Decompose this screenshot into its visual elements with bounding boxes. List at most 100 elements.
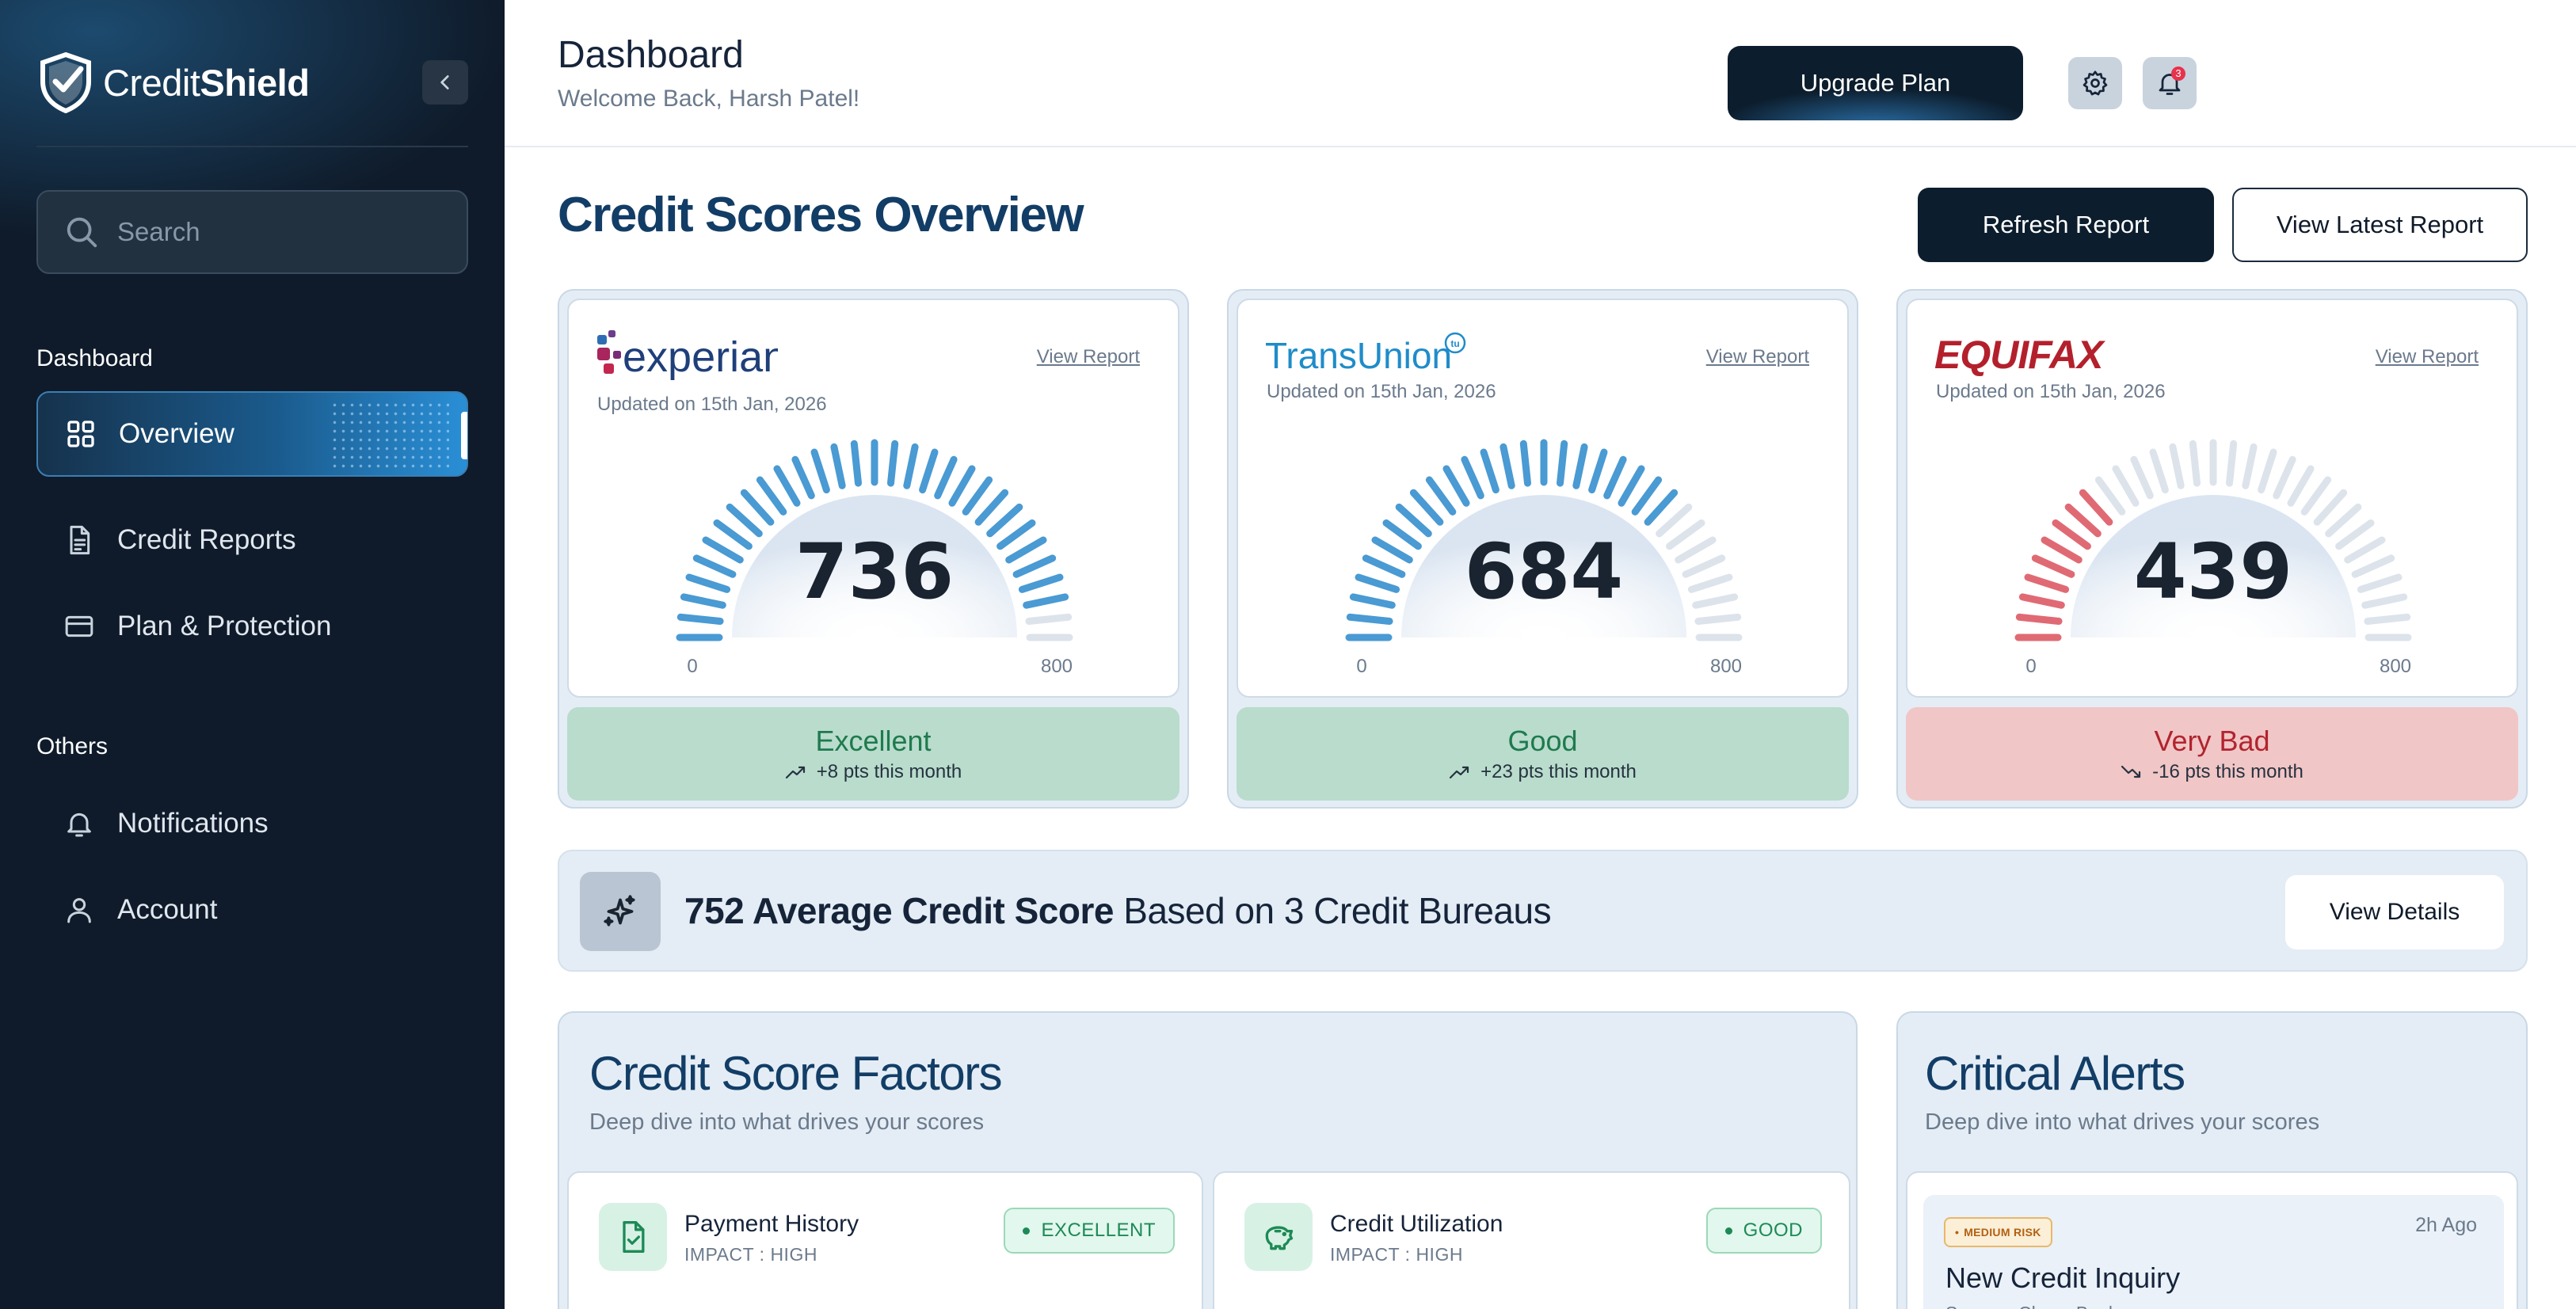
gauge-tick-filled xyxy=(2031,554,2075,578)
factor-status-badge: EXCELLENT xyxy=(1004,1208,1175,1254)
gauge-tick-filled xyxy=(1409,489,1444,526)
factors-subtitle: Deep dive into what drives your scores xyxy=(589,1109,985,1135)
gauge-tick-filled xyxy=(948,465,976,507)
gauge-tick-filled xyxy=(1644,489,1679,526)
gauge-tick-empty xyxy=(1675,536,1717,564)
gauge-tick-filled xyxy=(2018,593,2065,609)
gauge-tick-empty xyxy=(2313,489,2348,526)
refresh-report-button[interactable]: Refresh Report xyxy=(1918,188,2214,262)
gauge-tick-filled xyxy=(2079,489,2113,526)
svg-text:EQUIFAX: EQUIFAX xyxy=(1934,333,2105,377)
view-report-link[interactable]: View Report xyxy=(1705,346,1809,367)
gauge-tick-empty xyxy=(1656,503,1693,538)
sidebar-item-credit-reports[interactable]: Credit Reports xyxy=(36,497,468,583)
gauge-tick-empty xyxy=(1694,613,1742,625)
view-latest-report-button[interactable]: View Latest Report xyxy=(2232,188,2528,262)
transunion-logo: TransUnion tu xyxy=(1265,332,1466,376)
shield-logo-icon xyxy=(40,51,91,113)
gauge-tick-filled xyxy=(1023,593,1069,609)
gauge-tick-filled xyxy=(740,489,775,526)
gauge-tick-empty xyxy=(2364,613,2411,625)
factor-card-payment-history[interactable]: Payment History IMPACT : HIGH EXCELLENT xyxy=(567,1171,1203,1309)
bureau-score-panel: experian View Report Updated on 15th Jan… xyxy=(567,299,1179,698)
gauge-tick-filled xyxy=(2024,573,2070,593)
gauge-tick-filled xyxy=(726,503,763,538)
bureau-card-equifax: EQUIFAX View Report Updated on 15th Jan,… xyxy=(1896,289,2528,809)
experian-logo: experian xyxy=(597,330,778,381)
alert-item[interactable]: •MEDIUM RISK 2h Ago New Credit Inquiry S… xyxy=(1923,1195,2504,1309)
brand-logo[interactable]: CreditShield xyxy=(36,51,310,114)
gauge-tick-filled xyxy=(1588,448,1608,494)
score-value: 736 xyxy=(795,527,954,616)
gauge-tick-empty xyxy=(2344,536,2386,564)
score-change: -16 pts this month xyxy=(2121,761,2304,783)
gauge-min-label: 0 xyxy=(1356,656,1366,677)
score-change-text: +8 pts this month xyxy=(816,761,962,782)
gauge-tick-filled xyxy=(986,503,1023,538)
settings-button[interactable] xyxy=(2068,57,2122,109)
gauge-tick-filled xyxy=(1362,554,1406,578)
gauge-glow xyxy=(732,495,1017,637)
upgrade-plan-button[interactable]: Upgrade Plan xyxy=(1728,46,2023,120)
search-input[interactable]: Search xyxy=(36,190,468,274)
gauge-tick-filled xyxy=(680,593,726,609)
bureau-card-transunion: TransUnion tu View Report Updated on 15t… xyxy=(1227,289,1858,809)
gauge-tick-filled xyxy=(1603,455,1627,500)
gauge-tick-empty xyxy=(2258,448,2277,494)
sidebar-section-others: Others xyxy=(36,733,109,759)
gauge-tick-filled xyxy=(1557,440,1568,487)
gauge-max-label: 800 xyxy=(1041,656,1073,677)
gauge-tick-filled xyxy=(1346,613,1393,625)
gauge-tick-empty xyxy=(1687,573,1733,593)
credit-score-factors-panel: Credit Score Factors Deep dive into what… xyxy=(558,1011,1858,1309)
gauge-tick-empty xyxy=(2094,476,2126,516)
gauge-tick-filled xyxy=(1382,519,1422,550)
gauge-tick-empty xyxy=(2361,593,2408,609)
gauge-tick-filled xyxy=(2015,613,2063,625)
score-value: 439 xyxy=(2134,527,2292,616)
alerts-subtitle: Deep dive into what drives your scores xyxy=(1925,1109,2320,1135)
gauge-glow xyxy=(1401,495,1686,637)
gauge-tick-empty xyxy=(2273,455,2296,500)
gauge-tick-filled xyxy=(1461,455,1484,500)
trend-up-icon xyxy=(1450,766,1469,779)
view-report-link[interactable]: View Report xyxy=(1036,346,1140,367)
search-placeholder: Search xyxy=(117,217,200,246)
sidebar-item-plan-protection[interactable]: Plan & Protection xyxy=(36,584,468,669)
score-status-box: Very Bad -16 pts this month xyxy=(1906,707,2518,801)
gauge-tick-empty xyxy=(2149,448,2169,494)
sidebar-item-account[interactable]: Account xyxy=(36,867,468,953)
score-status-box: Good +23 pts this month xyxy=(1237,707,1849,801)
gauge-tick-empty xyxy=(2300,476,2332,516)
average-score-bar: 752 Average Credit Score Based on 3 Cred… xyxy=(558,850,2528,972)
view-details-button[interactable]: View Details xyxy=(2285,875,2504,949)
factors-title: Credit Score Factors xyxy=(589,1047,1003,1100)
bell-icon xyxy=(67,812,91,837)
gauge-glow xyxy=(2071,495,2356,637)
critical-alerts-panel: Critical Alerts Deep dive into what driv… xyxy=(1896,1011,2528,1309)
factor-card-credit-utilization[interactable]: Credit Utilization IMPACT : HIGH GOOD xyxy=(1213,1171,1850,1309)
view-report-link[interactable]: View Report xyxy=(2375,346,2479,367)
score-change-text: -16 pts this month xyxy=(2152,761,2304,782)
notifications-button[interactable]: 3 xyxy=(2143,57,2197,109)
gauge-tick-filled xyxy=(1499,443,1515,489)
score-change: +8 pts this month xyxy=(785,761,962,783)
gauge-tick-filled xyxy=(1425,476,1457,516)
piggy-bank-icon xyxy=(1265,1226,1294,1250)
gauge-tick-filled xyxy=(850,440,862,487)
gauge-tick-filled xyxy=(996,519,1036,550)
sidebar: CreditShield Search Dashboard Overview C… xyxy=(0,0,505,1309)
gauge-tick-empty xyxy=(2351,554,2395,578)
document-icon xyxy=(70,525,90,555)
collapse-sidebar-button[interactable] xyxy=(422,60,468,105)
sidebar-item-label: Account xyxy=(117,894,218,925)
gauge-tick-filled xyxy=(1371,536,1413,564)
sidebar-item-overview[interactable]: Overview xyxy=(36,391,468,477)
score-gauge: 736 0 800 xyxy=(676,439,1073,677)
factor-name: Payment History xyxy=(684,1211,859,1237)
alerts-list: •MEDIUM RISK 2h Ago New Credit Inquiry S… xyxy=(1906,1171,2518,1309)
score-status-label: Very Bad xyxy=(2154,725,2270,757)
factor-icon-box xyxy=(1244,1203,1313,1271)
gauge-tick-filled xyxy=(2041,536,2083,564)
sidebar-item-notifications[interactable]: Notifications xyxy=(36,781,468,866)
